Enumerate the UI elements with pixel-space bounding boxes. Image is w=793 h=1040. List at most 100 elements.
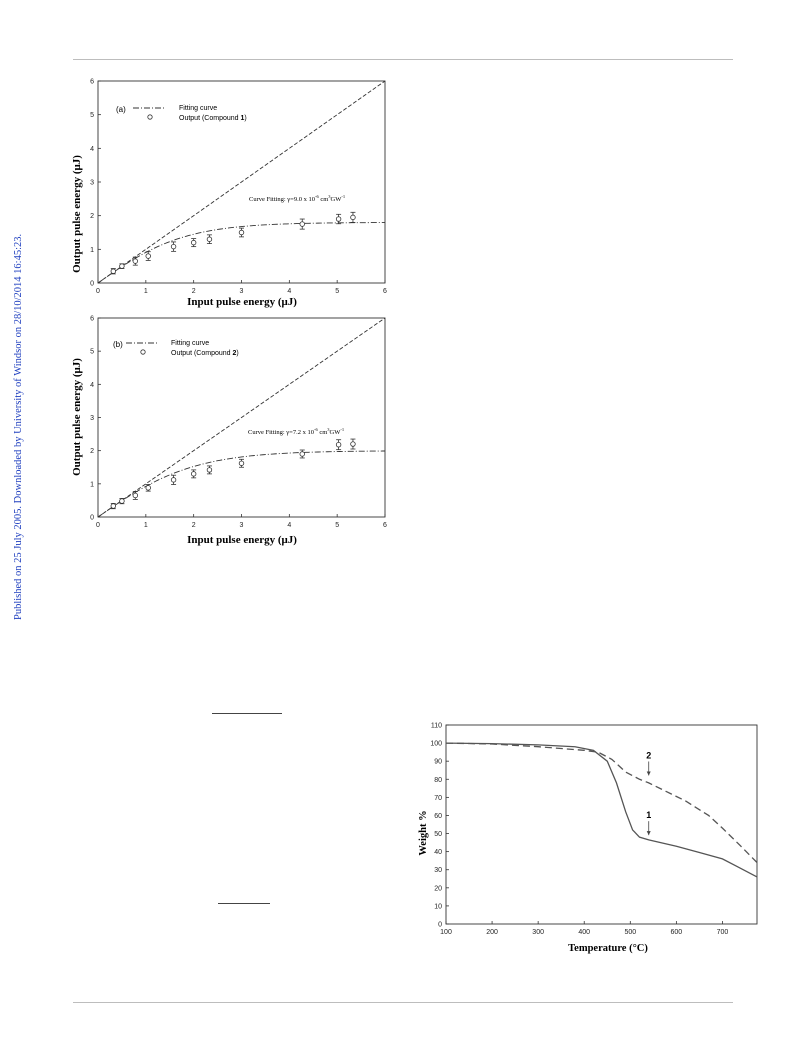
y-tick-label: 5 [90,349,94,356]
x-tick-label: 100 [440,929,452,936]
y-tick-label: 0 [438,922,442,929]
plot-area: 0 1 2 3 4 5 6 0 1 2 3 4 5 6 [90,316,387,530]
x-tick-label: 1 [144,522,148,529]
x-tick-label: 500 [624,929,636,936]
data-point [238,229,245,236]
x-tick-label: 2 [192,288,196,295]
linear-reference-line [97,80,386,284]
tga-curve-2 [445,742,758,863]
data-point [110,503,117,509]
publication-sidebar-text: Published on 25 July 2005. Downloaded by… [13,233,24,620]
data-point [132,492,139,499]
y-tick-label: 3 [90,415,94,422]
y-tick-label: 5 [90,112,94,119]
y-tick-label: 2 [90,213,94,220]
plot-area: 0 1 2 3 4 5 6 0 1 2 3 4 5 6 [90,79,387,296]
curve-fitting-annotation: Curve Fitting: γ=9.0 x 10-6 cm3GW-1 [249,194,345,203]
y-tick-label: 4 [90,382,94,389]
x-tick-label: 600 [671,929,683,936]
data-point [119,498,125,504]
x-tick-label: 4 [287,522,291,529]
x-tick-label: 3 [240,522,244,529]
legend-output-marker [147,114,153,120]
data-point [335,441,342,448]
top-rule [73,59,733,60]
x-tick-label: 300 [532,929,544,936]
data-point [206,236,213,242]
x-tick-label: 200 [486,929,498,936]
y-tick-label: 1 [90,247,94,254]
plot-area: 100 200 300 400 500 600 700 0 10 20 30 40 50 60 70 80 90… [430,723,758,936]
y-tick-label: 100 [430,741,442,748]
legend-output-label: Output (Compound 2) [171,350,239,357]
x-tick-label: 5 [335,288,339,295]
data-point [238,460,245,466]
x-tick-label: 400 [578,929,590,936]
data-point [145,253,151,259]
legend-output-marker [140,349,146,355]
curve-fitting-annotation: Curve Fitting: γ=7.2 x 10-6 cm3GW-1 [248,427,344,436]
linear-reference-line [97,317,386,518]
fitting-curve [97,222,386,284]
curve-label-1: 1 [646,810,651,820]
y-tick-label: 30 [434,867,442,874]
x-axis-label: Temperature (°C) [568,943,648,954]
data-point [119,263,125,269]
arrow-head-icon [646,771,651,776]
bottom-rule [73,1002,733,1003]
arrow-head-icon [646,831,651,836]
y-tick-label: 10 [434,903,442,910]
plot-frame [445,724,758,925]
y-tick-label: 90 [434,759,442,766]
y-tick-label: 110 [431,723,442,730]
x-tick-label: 4 [287,288,291,295]
y-tick-label: 3 [90,180,94,187]
y-tick-label: 70 [434,795,442,802]
x-tick-label: 5 [335,522,339,529]
x-tick-label: 2 [192,522,196,529]
data-point [350,214,356,221]
data-point [206,467,213,473]
x-tick-label: 6 [383,288,387,295]
data-point [110,268,117,274]
data-point [299,221,305,227]
y-axis-label: Output pulse energy (μJ) [71,358,83,476]
table-rule-bottom [218,903,270,904]
x-tick-label: 6 [383,522,387,529]
data-point [170,243,177,250]
x-axis-label: Input pulse energy (μJ) [187,534,297,546]
fitting-curve [97,450,386,518]
x-tick-label: 0 [96,522,100,529]
x-tick-label: 3 [240,288,244,295]
tga-chart: 100 200 300 400 500 600 700 0 10 20 30 40 50 60 70 80 90… [418,723,758,954]
legend-fit-label: Fitting curve [171,340,209,347]
x-axis-label: Input pulse energy (μJ) [187,296,297,308]
data-point [190,471,197,477]
legend-output-label: Output (Compound 1) [179,115,247,122]
legend-fit-label: Fitting curve [179,105,217,112]
data-point [145,485,151,491]
y-tick-label: 50 [434,831,442,838]
y-tick-label: 2 [90,448,94,455]
panel-label: (a) [116,105,126,114]
y-tick-label: 60 [434,813,442,820]
y-tick-label: 0 [90,281,94,288]
y-tick-label: 6 [90,316,94,323]
y-tick-label: 20 [434,885,442,892]
x-tick-label: 0 [96,288,100,295]
data-point [190,239,197,246]
table-rule-top [212,713,282,714]
data-point [350,441,356,447]
y-tick-label: 80 [434,777,442,784]
tga-curve-1 [445,742,758,878]
y-tick-label: 40 [434,849,442,856]
y-axis-label: Output pulse energy (μJ) [71,155,83,273]
data-point [170,477,177,483]
y-tick-label: 1 [90,481,94,488]
data-point [335,216,342,222]
data-point [132,258,139,264]
x-tick-label: 1 [144,288,148,295]
y-axis-label: Weight % [418,810,429,855]
